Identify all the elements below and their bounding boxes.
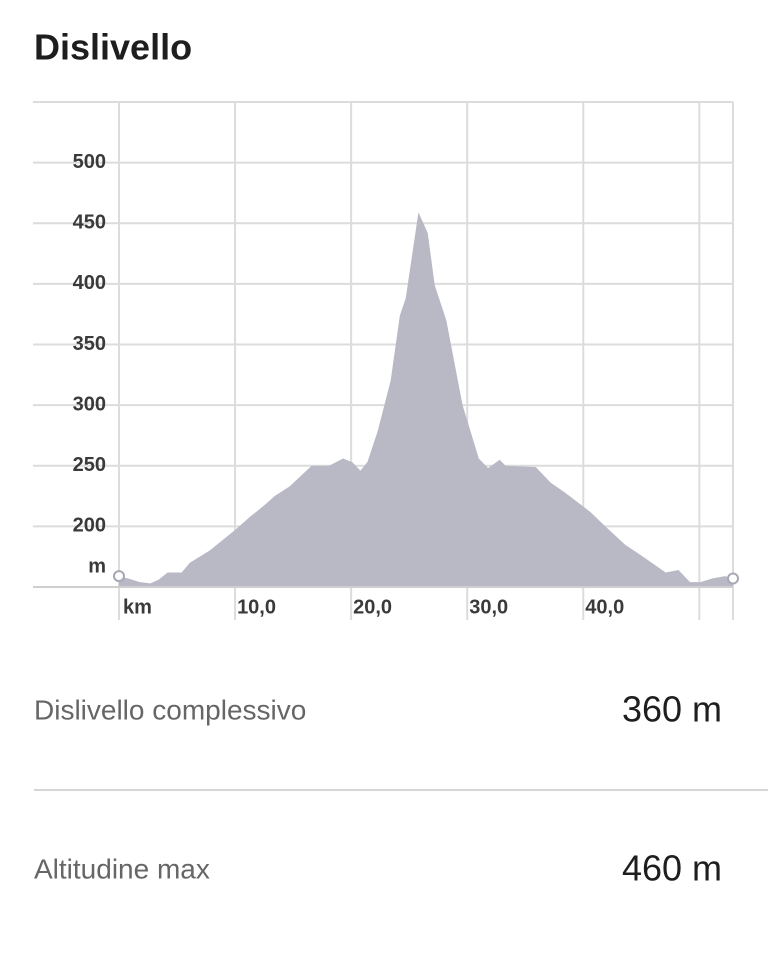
y-tick-label: 450: [73, 212, 106, 234]
chart: 200 250 300 350 400 450 500 10,0 20,0 30,0 40,0 kmm: [33, 101, 739, 620]
x-tick-label: 20,0: [353, 596, 392, 618]
y-tick-label: 500: [73, 151, 106, 173]
y-tick-label: 250: [73, 454, 106, 476]
y-tick-label: 300: [73, 393, 106, 415]
x-tick-label: 10,0: [237, 596, 276, 618]
x-tick-label: 30,0: [469, 596, 508, 618]
y-tick-label: 200: [73, 515, 106, 537]
title: Dislivello: [34, 27, 192, 68]
endpoint-marker: [113, 570, 125, 583]
stat-value: 360 m: [622, 689, 722, 730]
y-tick-label: 400: [73, 272, 106, 294]
elevation-area: [119, 212, 733, 587]
x-tick-label: 40,0: [585, 596, 624, 618]
stat-label: Dislivello complessivo: [34, 694, 306, 725]
y-axis-label: m: [88, 555, 106, 577]
stat-value: 460 m: [622, 848, 722, 889]
x-axis-label: km: [123, 596, 152, 618]
endpoint-marker: [727, 572, 739, 585]
stat-label: Altitudine max: [34, 853, 210, 884]
y-tick-label: 350: [73, 333, 106, 355]
